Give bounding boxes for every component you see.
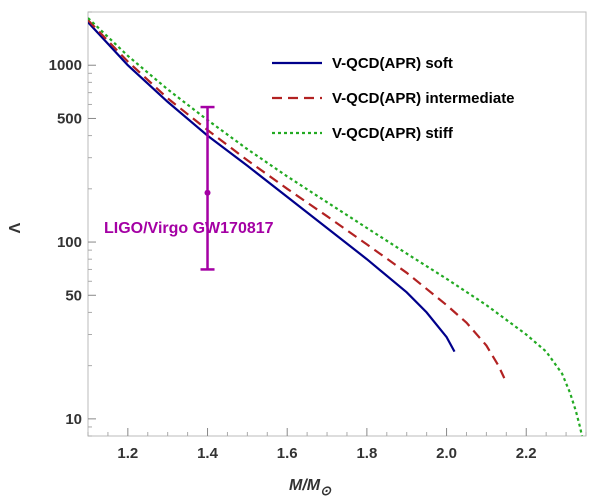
legend: V-QCD(APR) soft V-QCD(APR) intermediate V-… (272, 55, 515, 142)
legend-label-2: V-QCD(APR) intermediate (332, 90, 515, 107)
y-tick-label: 50 (65, 287, 82, 304)
error-bar-point (204, 189, 211, 196)
x-axis-label: M/M⊙ (289, 477, 332, 498)
x-tick-label: 1.6 (277, 445, 298, 462)
series-lines (88, 17, 584, 437)
series-line-1 (88, 21, 456, 353)
x-tick-label: 2.2 (516, 445, 537, 462)
annotation-label: LIGO/Virgo GW170817 (104, 220, 274, 237)
y-tick-label: 1000 (49, 57, 82, 74)
x-tick-label: 1.2 (117, 445, 138, 462)
x-axis-label-text: M/M⊙ (289, 477, 332, 498)
annotation: LIGO/Virgo GW170817 (104, 105, 274, 271)
series-line-3 (88, 17, 584, 437)
x-tick-label: 1.8 (356, 445, 377, 462)
series-line-2 (88, 19, 506, 379)
y-tick-label: 500 (57, 110, 82, 127)
legend-label-1: V-QCD(APR) soft (332, 55, 453, 72)
x-tick-label: 1.4 (197, 445, 219, 462)
legend-label-3: V-QCD(APR) stiff (332, 125, 454, 142)
y-axis-label: Λ (7, 222, 24, 233)
ticks: 1.2 1.4 1.6 1.8 2.0 2.2 10 50 100 500 1000 (49, 11, 587, 462)
x-tick-label: 2.0 (436, 445, 457, 462)
plot-frame (87, 11, 587, 437)
y-tick-label: 10 (65, 411, 82, 428)
y-tick-label: 100 (57, 234, 82, 251)
